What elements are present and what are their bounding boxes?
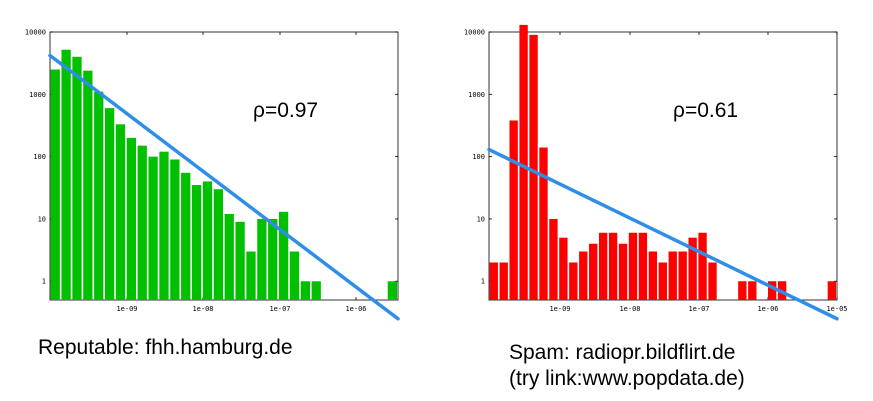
rho-annotation: ρ=0.97: [253, 99, 318, 122]
bar: [300, 281, 310, 300]
fit-line: [487, 147, 839, 321]
bar: [539, 147, 548, 300]
bar: [509, 120, 518, 300]
bar: [191, 185, 202, 300]
bar: [738, 281, 747, 300]
y-tick-label: 1: [481, 278, 485, 286]
bar: [698, 232, 707, 300]
bar: [289, 251, 300, 300]
bar: [569, 262, 578, 300]
fit-line: [48, 53, 400, 321]
bar: [387, 281, 397, 300]
bar: [148, 156, 158, 300]
bar: [489, 262, 498, 300]
bar: [246, 251, 256, 300]
y-tick-label: 10000: [464, 29, 485, 37]
bar: [311, 281, 321, 300]
bar: [126, 137, 136, 300]
bar: [618, 243, 628, 300]
bar: [598, 232, 608, 300]
x-tick-label: 1e-05: [826, 305, 847, 313]
y-tick-label: 10: [38, 215, 46, 223]
bar: [668, 251, 677, 300]
bar: [170, 159, 180, 300]
right-caption-line2: (try link:www.popdata.de): [509, 367, 745, 390]
bar: [159, 151, 169, 300]
bar: [104, 108, 115, 301]
x-tick-label: 1e-06: [345, 305, 366, 313]
bar: [257, 218, 267, 300]
bar: [688, 237, 697, 300]
bar: [608, 232, 618, 300]
bar: [268, 218, 278, 300]
x-tick-label: 1e-09: [549, 305, 570, 313]
bar: [549, 218, 558, 300]
x-tick-label: 1e-06: [757, 305, 778, 313]
bar: [499, 262, 508, 300]
bar: [678, 251, 687, 300]
bar: [137, 145, 147, 300]
right-chart: 10000 1000 100 10 1 1e-09 1e-08 1e-07 1e-06 1e-05…: [440, 0, 860, 330]
bar: [768, 281, 777, 300]
x-tick-label: 1e-07: [688, 305, 709, 313]
bar: [115, 124, 126, 300]
bar: [658, 262, 667, 300]
y-tick-label: 10000: [25, 29, 46, 37]
bar: [589, 243, 598, 300]
bar: [529, 34, 538, 300]
bar: [579, 251, 588, 300]
bar: [202, 181, 213, 300]
y-tick-label: 100: [472, 153, 485, 161]
bar: [61, 49, 71, 301]
bar: [224, 213, 234, 300]
bar: [708, 262, 717, 300]
y-tick-label: 100: [33, 153, 46, 161]
y-tick-label: 10: [477, 215, 485, 223]
bar: [213, 189, 223, 300]
y-tick-label: 1000: [468, 91, 485, 99]
y-tick-label: 1: [42, 278, 46, 286]
bar: [519, 24, 528, 300]
bar: [648, 251, 658, 300]
bar: [278, 211, 289, 300]
bar: [181, 172, 191, 300]
left-chart: 10000 1000 100 10 1 1e-09 1e-08 1e-07 1e-06 ρ=0.9…: [0, 0, 420, 330]
bar: [94, 91, 104, 301]
bar: [748, 281, 757, 300]
right-chart-svg: 10000 1000 100 10 1 1e-09 1e-08 1e-07 1e-06 1e-05…: [464, 24, 848, 321]
right-caption-line1: Spam: radiopr.bildflirt.de: [509, 341, 736, 364]
y-tick-label: 1000: [29, 91, 46, 99]
bar: [628, 232, 638, 300]
plot-frame: [49, 31, 399, 301]
x-tick-label: 1e-09: [116, 305, 137, 313]
bar: [638, 232, 648, 300]
x-tick-label: 1e-08: [192, 305, 213, 313]
bar: [559, 237, 568, 300]
left-chart-svg: 10000 1000 100 10 1 1e-09 1e-08 1e-07 1e-06 ρ=0.9…: [25, 29, 400, 321]
bar: [83, 70, 93, 300]
bar: [827, 281, 836, 300]
bar: [235, 221, 245, 300]
bar: [72, 56, 82, 301]
left-caption: Reputable: fhh.hamburg.de: [38, 336, 293, 359]
x-tick-label: 1e-08: [619, 305, 640, 313]
rho-annotation: ρ=0.61: [673, 99, 738, 122]
bar: [50, 69, 60, 300]
x-tick-label: 1e-07: [269, 305, 290, 313]
